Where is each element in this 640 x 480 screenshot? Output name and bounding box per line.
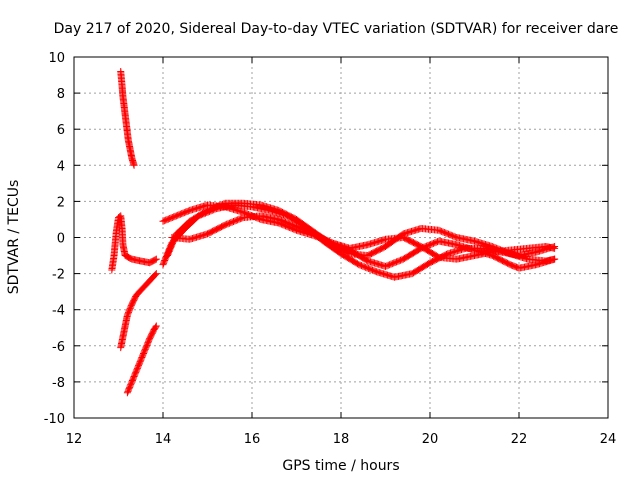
y-tick-label: 2 bbox=[57, 195, 65, 210]
y-tick-label: -8 bbox=[52, 376, 65, 391]
data-point bbox=[151, 271, 159, 279]
data-point bbox=[152, 255, 160, 263]
y-tick-label: 6 bbox=[57, 123, 65, 138]
y-tick-label: 0 bbox=[57, 232, 65, 247]
x-tick-label: 14 bbox=[155, 432, 172, 447]
plot-frame bbox=[73, 56, 609, 419]
grid bbox=[74, 57, 608, 418]
y-tick-label: -6 bbox=[52, 340, 65, 355]
x-tick-label: 18 bbox=[333, 432, 350, 447]
data-marks bbox=[108, 67, 559, 397]
x-tick-label: 12 bbox=[66, 432, 83, 447]
data-point bbox=[551, 255, 559, 263]
chart-title: Day 217 of 2020, Sidereal Day-to-day VTE… bbox=[54, 21, 619, 37]
data-point bbox=[551, 244, 559, 252]
data-point bbox=[152, 322, 160, 330]
y-tick-label: -2 bbox=[52, 268, 65, 283]
y-tick-label: 10 bbox=[48, 51, 65, 66]
series-arc-early-cluster bbox=[108, 212, 160, 274]
x-tick-label: 16 bbox=[244, 432, 261, 447]
data-point bbox=[238, 214, 246, 222]
series-arc-mid-spike bbox=[117, 270, 160, 352]
x-tick-label: 24 bbox=[600, 432, 617, 447]
x-tick-label: 22 bbox=[511, 432, 528, 447]
series-arc-a bbox=[159, 201, 559, 281]
data-point bbox=[152, 323, 160, 331]
series-arc-upper-spike bbox=[117, 67, 138, 169]
x-axis-label: GPS time / hours bbox=[282, 458, 399, 474]
y-axis-label: SDTVAR / TECUs bbox=[6, 180, 22, 295]
x-tick-label: 20 bbox=[422, 432, 439, 447]
data-point bbox=[152, 270, 160, 278]
data-point bbox=[151, 256, 159, 264]
y-tick-label: -4 bbox=[52, 304, 65, 319]
y-tick-label: -10 bbox=[44, 412, 65, 427]
data-point bbox=[130, 161, 138, 169]
y-tick-label: 8 bbox=[57, 87, 65, 102]
series-arc-low-spike bbox=[123, 322, 160, 397]
y-tick-label: 4 bbox=[57, 159, 65, 174]
series-arc-d bbox=[168, 212, 559, 263]
